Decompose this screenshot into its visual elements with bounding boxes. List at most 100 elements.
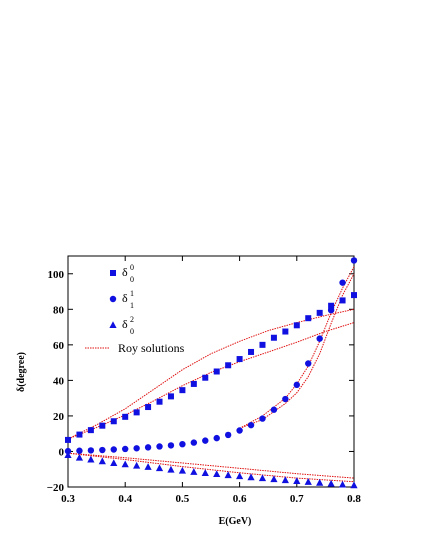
series-1-point	[350, 257, 358, 264]
series-1-point	[293, 381, 300, 389]
series-0-point	[110, 418, 117, 425]
series-2-point	[327, 479, 335, 487]
legend-sup-1: 1	[130, 289, 134, 298]
series-1-point	[167, 442, 175, 449]
series-2-point	[201, 469, 209, 476]
series-0-point	[316, 309, 323, 316]
y-axis-label: δ(degree)	[16, 352, 27, 392]
series-0-point	[76, 431, 83, 438]
x-axis-label: E(GeV)	[219, 516, 252, 527]
legend-label-2: δ	[122, 317, 128, 331]
y-tick-label: 80	[53, 304, 65, 316]
series-1-point	[213, 434, 220, 442]
x-tick-label: 0.5	[176, 493, 190, 505]
series-1-point	[122, 445, 129, 453]
series-0-point	[213, 368, 220, 375]
series-2-point	[167, 465, 175, 473]
series-0-point	[202, 374, 209, 381]
series-0-point	[122, 413, 129, 420]
series-0-point	[133, 409, 140, 416]
series-2-point	[64, 451, 72, 459]
series-0-point	[305, 315, 312, 322]
series-2-point	[293, 477, 301, 484]
series-2-point	[144, 463, 152, 470]
series-2-point	[281, 476, 289, 484]
series-0-point	[65, 436, 71, 443]
series-2-point	[98, 457, 106, 465]
series-0-point	[248, 348, 255, 355]
y-tick-label: −20	[47, 482, 65, 494]
x-tick-label: 0.8	[347, 493, 361, 505]
series-0-point	[351, 292, 357, 299]
series-1-point	[247, 421, 255, 429]
series-1-point	[270, 406, 278, 413]
x-tick-label: 0.4	[118, 493, 132, 505]
legend-sup-2: 2	[130, 315, 134, 324]
series-1-point	[144, 444, 152, 451]
series-2-point	[270, 475, 278, 483]
series-1-point	[87, 447, 95, 454]
series-2-point	[304, 478, 312, 485]
series-2-point	[75, 453, 84, 461]
series-0-point	[328, 302, 335, 309]
legend-sup-0: 0	[130, 263, 134, 272]
series-1-point	[99, 446, 106, 454]
roy-curve-3	[239, 273, 355, 429]
legend-label-roy: Roy solutions	[118, 341, 185, 355]
legend-marker-0	[110, 270, 116, 276]
series-0-point	[236, 356, 243, 363]
series-2-point	[338, 480, 347, 488]
plot-frame	[67, 255, 355, 488]
series-2-point	[224, 471, 232, 479]
series-0-point	[99, 422, 106, 429]
legend-sub-2: 0	[130, 327, 134, 336]
series-0-point	[259, 341, 266, 348]
series-1-point	[316, 335, 323, 342]
series-1-point	[156, 443, 163, 450]
series-0-point	[145, 404, 152, 411]
series-0-point	[190, 380, 197, 387]
roy-curve-4	[67, 452, 355, 479]
series-2-point	[121, 460, 129, 468]
data-points	[64, 257, 358, 489]
y-tick-label: 100	[48, 269, 65, 281]
series-1-point	[190, 439, 198, 446]
series-2-point	[87, 455, 95, 463]
legend-label-1: δ	[122, 291, 128, 305]
x-tick-label: 0.3	[61, 493, 75, 505]
series-0-point	[225, 362, 232, 369]
legend-label-0: δ	[122, 265, 128, 279]
series-1-point	[202, 437, 209, 444]
series-2-point	[316, 478, 324, 486]
legend-sub-0: 0	[130, 275, 134, 284]
series-1-point	[110, 446, 117, 453]
series-0-point	[167, 393, 174, 400]
series-2-point	[110, 459, 118, 467]
series-0-point	[293, 322, 300, 329]
series-0-point	[270, 334, 277, 341]
series-0-point	[282, 328, 289, 335]
series-2-point	[190, 468, 198, 475]
series-1-point	[259, 415, 266, 422]
x-tick-label: 0.7	[290, 493, 304, 505]
x-tick-label: 0.6	[233, 493, 247, 505]
series-1-point	[305, 360, 312, 367]
y-tick-label: 0	[59, 446, 65, 458]
series-2-point	[247, 473, 255, 481]
series-0-point	[339, 297, 346, 304]
series-2-point	[133, 461, 141, 469]
y-tick-label: 40	[53, 375, 65, 387]
series-0-point	[156, 398, 163, 405]
y-tick-label: 60	[53, 340, 65, 352]
legend-marker-1	[109, 295, 117, 303]
roy-curve-2	[239, 266, 355, 429]
series-1-point	[133, 445, 140, 452]
y-tick-label: 20	[53, 411, 65, 423]
series-2-point	[155, 464, 164, 472]
roy-curve-0	[67, 322, 355, 440]
roy-curve-5	[67, 452, 355, 483]
series-1-point	[339, 279, 346, 286]
series-2-point	[350, 481, 358, 489]
